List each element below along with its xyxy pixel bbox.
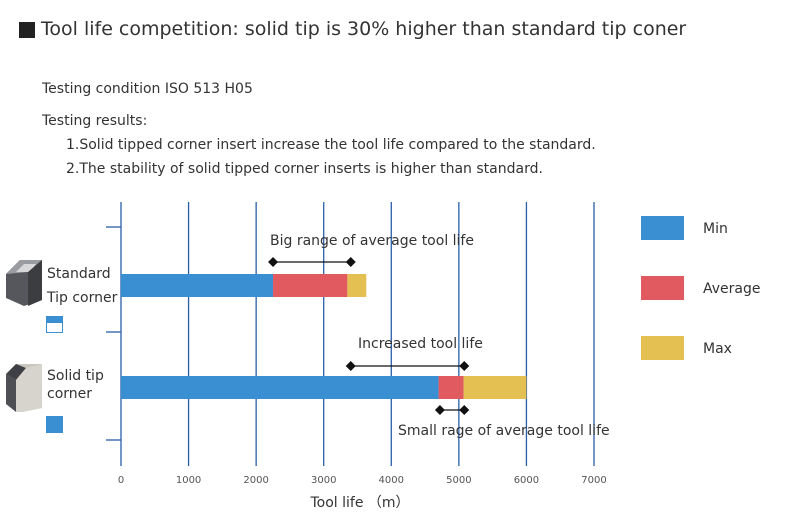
- x-tick-label-7000: 7000: [581, 475, 606, 486]
- bar-min-0: [121, 274, 274, 297]
- result-line-2: 2.The stability of solid tipped corner i…: [66, 161, 543, 177]
- annotation-text-1: Increased tool life: [358, 336, 483, 352]
- solid-tip-insert-icon: [6, 364, 42, 412]
- row-label-standard-1: Standard: [47, 266, 111, 282]
- annotation-marker-1-1: [459, 361, 470, 371]
- bar-average-1: [438, 376, 464, 399]
- annotation-marker-2-1: [459, 405, 470, 415]
- bar-min-1: [121, 376, 439, 399]
- row-label-solid-2: corner: [47, 386, 93, 402]
- annotation-text-2: Small rage of average tool life: [398, 423, 610, 439]
- legend-label-min: Min: [703, 221, 728, 237]
- bar-average-0: [273, 274, 348, 297]
- legend-swatch-min: [641, 216, 684, 240]
- page-title: Tool life competition: solid tip is 30% …: [41, 18, 687, 40]
- legend-swatch-average: [641, 276, 684, 300]
- title-marker: [19, 22, 35, 38]
- row-label-standard-2: Tip corner: [47, 290, 118, 306]
- annotation-marker-0-1: [345, 257, 356, 267]
- standard-swatch-icon: [46, 316, 63, 333]
- x-tick-label-4000: 4000: [379, 475, 404, 486]
- x-axis-label: Tool life （m）: [309, 495, 409, 511]
- x-tick-label-0: 0: [118, 475, 124, 486]
- annotation-marker-2-0: [434, 405, 445, 415]
- x-tick-label-5000: 5000: [446, 475, 471, 486]
- legend-swatch-max: [641, 336, 684, 360]
- bar-max-0: [347, 274, 367, 297]
- results-heading: Testing results:: [42, 113, 148, 129]
- x-tick-label-1000: 1000: [176, 475, 201, 486]
- annotation-text-0: Big range of average tool life: [270, 233, 474, 249]
- annotation-marker-0-0: [268, 257, 279, 267]
- solid-tip-swatch-icon: [46, 416, 63, 433]
- testing-condition: Testing condition ISO 513 H05: [42, 81, 253, 97]
- x-tick-label-2000: 2000: [243, 475, 268, 486]
- row-label-solid-1: Solid tip: [47, 368, 104, 384]
- standard-insert-icon: [6, 260, 42, 306]
- x-tick-label-3000: 3000: [311, 475, 336, 486]
- x-tick-label-6000: 6000: [514, 475, 539, 486]
- annotation-marker-1-0: [345, 361, 356, 371]
- legend-label-max: Max: [703, 341, 732, 357]
- bar-max-1: [463, 376, 527, 399]
- result-line-1: 1.Solid tipped corner insert increase th…: [66, 137, 596, 153]
- legend-label-average: Average: [703, 281, 761, 297]
